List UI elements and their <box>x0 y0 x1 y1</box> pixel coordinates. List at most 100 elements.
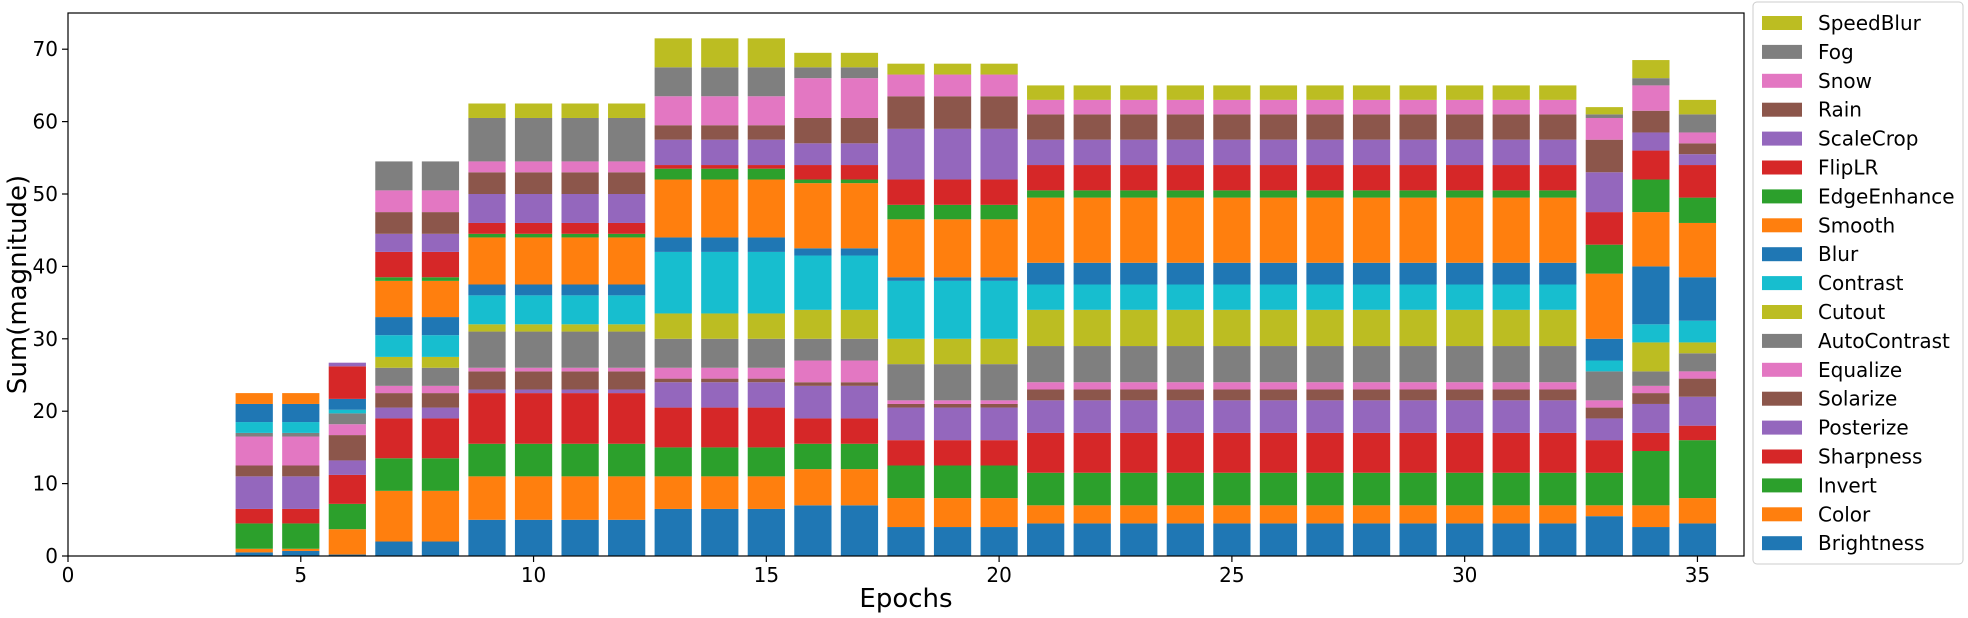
bar-segment <box>1120 400 1158 433</box>
bar-segment <box>1446 165 1484 191</box>
bar-segment <box>1259 99 1298 115</box>
bar-segment <box>1166 284 1204 310</box>
y-axis-label: Sum(magnitude) <box>3 175 33 394</box>
bar-segment <box>1306 139 1344 166</box>
bar-segment <box>1539 139 1577 166</box>
bar-segment <box>421 356 460 368</box>
bar-segment <box>375 335 413 357</box>
bar-segment <box>1120 432 1158 473</box>
bar-segment <box>468 233 506 238</box>
bar-segment <box>1492 382 1530 390</box>
bar-segment <box>235 508 273 524</box>
bar-segment <box>1632 85 1670 111</box>
bar-segment <box>1073 346 1111 383</box>
legend: SpeedBlur Fog Snow Rain ScaleCrop FlipLR EdgeE… <box>1752 1 1964 565</box>
bar-segment <box>1585 516 1623 556</box>
bar-segment <box>1213 432 1251 473</box>
bar-segment <box>468 476 506 520</box>
bar-segment <box>1632 179 1670 213</box>
bar-segment <box>608 237 646 285</box>
x-tick-label: 20 <box>986 563 1011 587</box>
bar-segment <box>1352 432 1391 473</box>
bar-segment <box>1632 78 1670 86</box>
bar-segment <box>1027 190 1065 198</box>
bar-segment <box>1446 400 1484 433</box>
bar-segment <box>1213 382 1251 390</box>
bar-segment <box>1352 197 1391 263</box>
bar-segment <box>421 393 460 408</box>
bar-segment <box>1446 346 1484 383</box>
bar-segment <box>1539 99 1577 115</box>
bar-segment <box>1073 505 1111 524</box>
bar-segment <box>1446 389 1484 401</box>
bar-segment <box>980 277 1018 281</box>
bar-segment <box>561 367 599 372</box>
bar-segment <box>328 413 366 425</box>
bar-segment <box>514 393 553 444</box>
bar-segment <box>282 548 320 551</box>
bar-segment <box>1678 154 1717 166</box>
bar-segment <box>933 403 972 408</box>
bar-segment <box>840 67 879 79</box>
bar-segment <box>980 403 1018 408</box>
bar-segment <box>375 418 413 459</box>
bar-segment <box>840 309 879 339</box>
bar-segment <box>747 237 785 252</box>
bar-segment <box>514 284 553 296</box>
bar-segment <box>1120 346 1158 383</box>
bar-segment <box>1027 346 1065 383</box>
bar-segment <box>1492 190 1530 198</box>
x-tick-label: 15 <box>754 563 779 587</box>
bar-segment <box>608 295 646 325</box>
bar-segment <box>747 125 785 140</box>
bar-segment <box>1166 262 1204 285</box>
bar-segment <box>980 465 1018 499</box>
bar-segment <box>933 277 972 281</box>
bar-segment <box>561 161 599 173</box>
bar-segment <box>608 324 646 332</box>
bar-segment <box>1678 132 1717 144</box>
bar-segment <box>1632 342 1670 372</box>
bar-segment <box>1539 523 1577 556</box>
bar-segment <box>1120 99 1158 115</box>
bar-segment <box>1259 284 1298 310</box>
bar-segment <box>608 331 646 368</box>
bar-segment <box>1027 382 1065 390</box>
bar-segment <box>1166 165 1204 191</box>
bar-segment <box>1027 197 1065 263</box>
bar-segment <box>235 465 273 477</box>
bar-segment <box>1166 472 1204 506</box>
bar-segment <box>514 519 553 556</box>
bar-segment <box>328 460 366 475</box>
bar-segment <box>933 465 972 499</box>
bar-segment <box>887 338 925 365</box>
bar-segment <box>701 313 739 339</box>
bar-segment <box>375 541 413 556</box>
bar-segment <box>1027 400 1065 433</box>
bar-segment <box>328 435 366 461</box>
bar-segment <box>1213 114 1251 140</box>
bar-segment <box>1678 396 1717 426</box>
bar-segment <box>514 194 553 223</box>
bar-segment <box>840 179 879 184</box>
bar-segment <box>1259 85 1298 100</box>
bar-segment <box>282 465 320 477</box>
bar-segment <box>1166 523 1204 556</box>
bar-segment <box>1120 262 1158 285</box>
bar-segment <box>747 476 785 509</box>
bar-segment <box>701 476 739 509</box>
bar-segment <box>1213 523 1251 556</box>
bar-segment <box>1120 139 1158 166</box>
bar-segment <box>1539 400 1577 433</box>
bar-segment <box>235 476 273 509</box>
bar-segment <box>1306 99 1344 115</box>
bar-segment <box>794 309 832 339</box>
bar-segment <box>1213 165 1251 191</box>
bar-segment <box>980 527 1018 556</box>
bar-segment <box>1399 99 1437 115</box>
bar-segment <box>1213 346 1251 383</box>
legend-label: Cutout <box>1818 300 1885 324</box>
bar-segment <box>1446 432 1484 473</box>
bar-segment <box>561 324 599 332</box>
